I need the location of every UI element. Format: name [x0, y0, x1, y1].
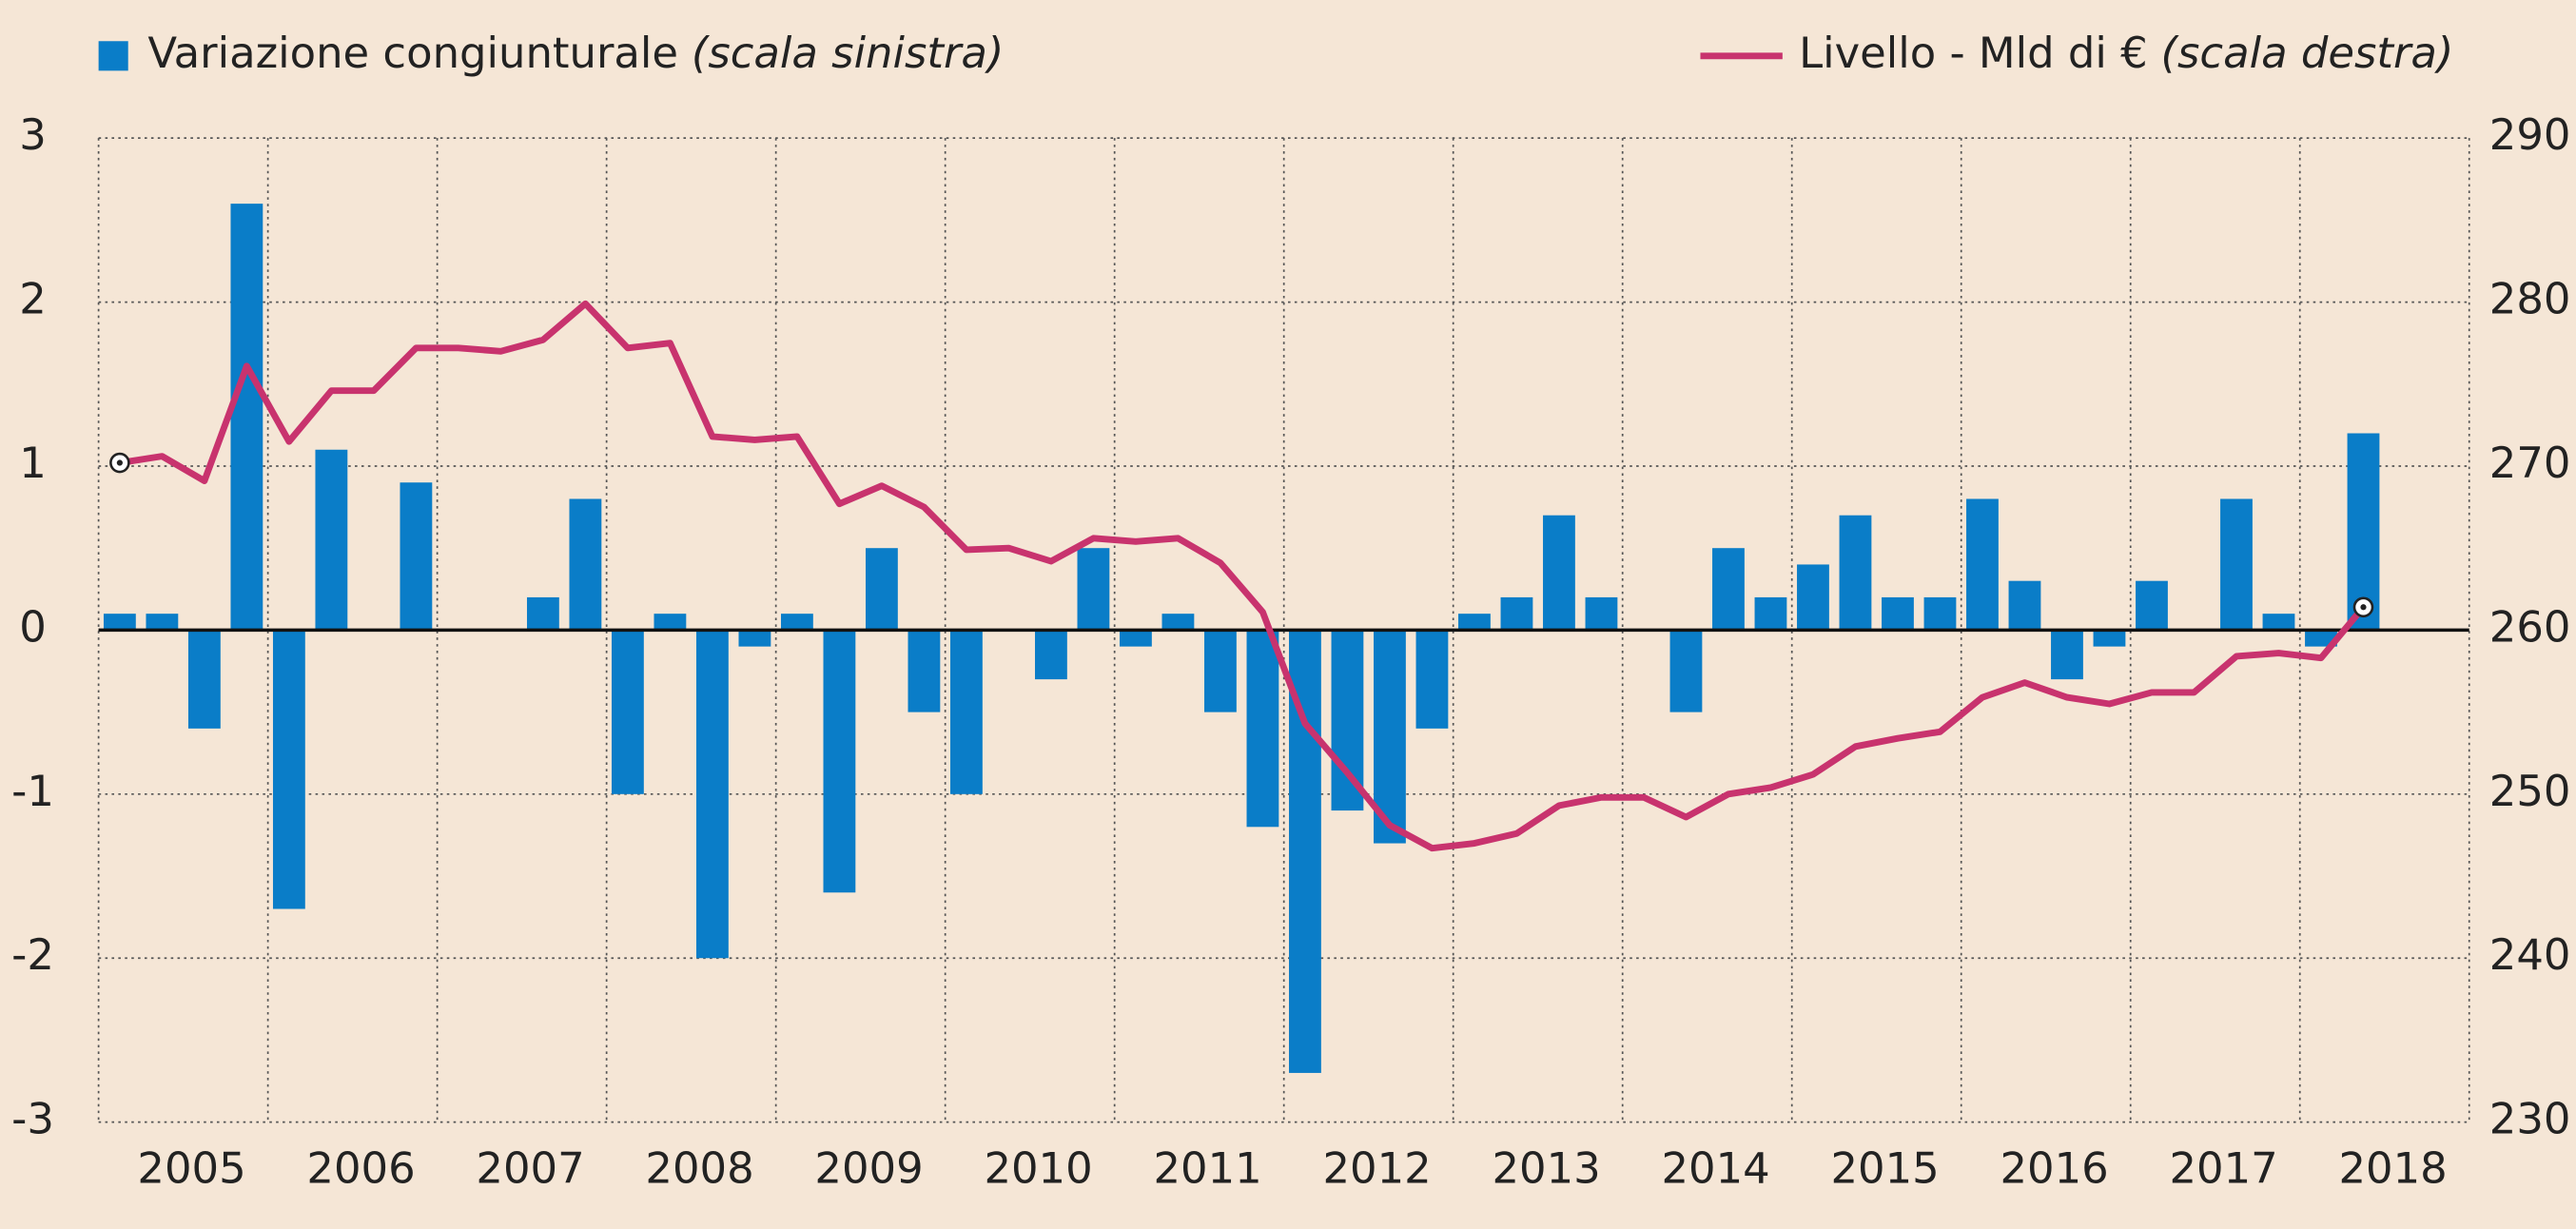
x-tick-label: 2005 [137, 1142, 245, 1193]
y2-tick-label: 250 [2489, 766, 2571, 816]
bar [2262, 614, 2295, 631]
y2-tick-label: 230 [2489, 1094, 2571, 1144]
x-tick-label: 2017 [2170, 1142, 2278, 1193]
bar [950, 630, 983, 794]
bar [866, 548, 898, 631]
x-tick-label: 2012 [1322, 1142, 1431, 1193]
x-tick-label: 2011 [1153, 1142, 1261, 1193]
bar [1712, 548, 1745, 631]
bar [2305, 630, 2337, 647]
x-tick-label: 2013 [1492, 1142, 1600, 1193]
legend-swatch-bars [98, 41, 128, 71]
x-tick-label: 2007 [476, 1142, 584, 1193]
x-tick-label: 2008 [645, 1142, 753, 1193]
legend-line: Livello - Mld di € (scala destra) [1799, 28, 2453, 78]
bar [907, 630, 941, 712]
bar [1500, 596, 1533, 631]
bar [2008, 580, 2041, 631]
bar [1077, 548, 1110, 631]
bar [654, 614, 687, 631]
x-tick-label: 2006 [306, 1142, 415, 1193]
y-tick-label: 2 [19, 274, 47, 324]
bar [738, 630, 771, 647]
bar [2136, 580, 2168, 631]
x-tick-label: 2016 [2000, 1142, 2108, 1193]
y-tick-label: 3 [19, 109, 47, 160]
bar [230, 204, 263, 631]
y-tick-label: -1 [11, 766, 54, 816]
y2-tick-label: 270 [2489, 438, 2571, 488]
bar [146, 614, 179, 631]
bar [1923, 596, 1957, 631]
x-tick-label: 2009 [814, 1142, 923, 1193]
bar [569, 498, 602, 631]
bar [1543, 515, 1575, 631]
bar [823, 630, 856, 893]
bar [400, 482, 433, 631]
bar [1839, 515, 1872, 631]
legend-note: (scala sinistra) [692, 28, 1005, 78]
bar [1458, 614, 1491, 631]
bar [1035, 630, 1067, 680]
end-marker-dot [116, 459, 123, 466]
legend-note: (scala destra) [2161, 28, 2454, 78]
y2-tick-label: 240 [2489, 929, 2571, 980]
y2-tick-label: 280 [2489, 274, 2571, 324]
legend-label: Variazione congiunturale [147, 28, 678, 78]
bar [1204, 630, 1237, 712]
bar [1882, 596, 1914, 631]
bar [103, 614, 136, 631]
bar [695, 630, 729, 959]
legend-label: Livello - Mld di € [1799, 28, 2148, 78]
bar [1797, 564, 1829, 631]
y2-tick-label: 260 [2489, 601, 2571, 652]
bar [2051, 630, 2083, 680]
bar [2220, 498, 2253, 631]
x-tick-label: 2014 [1661, 1142, 1769, 1193]
y2-tick-label: 290 [2489, 109, 2571, 160]
bar [1415, 630, 1449, 729]
bar [1246, 630, 1279, 828]
bar [1331, 630, 1364, 811]
bar [780, 614, 813, 631]
y-tick-label: 0 [19, 601, 47, 652]
y-tick-label: -2 [11, 929, 54, 980]
bar [1754, 596, 1787, 631]
bar [1161, 614, 1195, 631]
y-tick-label: 1 [19, 438, 47, 488]
x-tick-label: 2015 [1830, 1142, 1939, 1193]
bar [1585, 596, 1618, 631]
bar [1120, 630, 1152, 647]
bar [1966, 498, 1999, 631]
x-tick-label: 2010 [984, 1142, 1092, 1193]
bar [272, 630, 305, 909]
y-tick-label: -3 [11, 1094, 54, 1144]
bar [1669, 630, 1703, 712]
bar [611, 630, 644, 794]
bar [187, 630, 221, 729]
x-tick-label: 2018 [2339, 1142, 2448, 1193]
bar [526, 596, 559, 631]
legend-bars: Variazione congiunturale (scala sinistra) [147, 28, 1004, 78]
line [119, 300, 2367, 852]
bar [315, 449, 348, 631]
end-marker-dot [2360, 604, 2367, 611]
bar [2093, 630, 2126, 647]
